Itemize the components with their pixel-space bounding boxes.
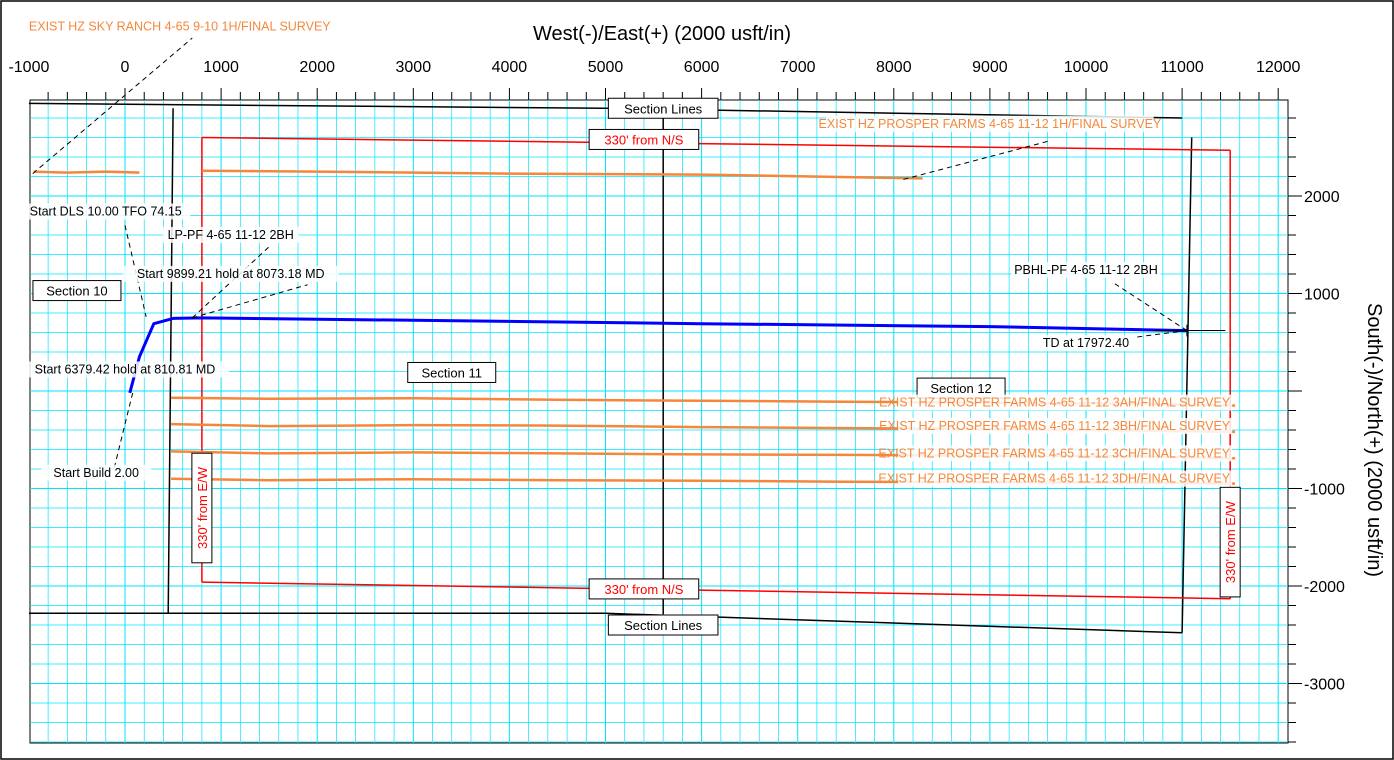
box-label-text: Section Lines [624,101,703,116]
annotation-backing [898,470,1233,487]
annotation-backing [26,18,322,35]
setback-line [201,581,1231,600]
x-tick-label: 5000 [588,59,624,76]
annotation-text: EXIST HZ PROSPER FARMS 4-65 11-12 3AH/FI… [879,396,1231,410]
x-tick-label: -1000 [8,59,49,76]
box-label: 330' from E/W [191,452,213,564]
section-line [28,612,1183,634]
annotation-backing [826,115,1154,132]
plan-series-line [128,316,1187,394]
annotation-backing [123,265,339,282]
annotation-text: TD at 17972.40 [1043,336,1129,350]
annotation-backing [41,464,151,481]
box-label-text: 330' from N/S [604,132,683,147]
y-tick-label: -1000 [1304,482,1345,499]
annotation-leader [192,284,308,319]
box-label-text: 330' from E/W [195,466,210,549]
section-line [28,102,1183,119]
x-tick-label: 2000 [299,59,335,76]
y-axis-title: South(-)/North(+) (2000 usft/in) [1363,303,1385,577]
x-tick-label: 6000 [684,59,720,76]
box-label-frame [1219,486,1241,598]
x-tick-label: 8000 [876,59,912,76]
x-tick-label: 3000 [396,59,432,76]
annotation-text: Start 9899.21 hold at 8073.18 MD [137,267,325,281]
box-label: 330' from E/W [1219,486,1241,598]
annotation-text: EXIST HZ PROSPER FARMS 4-65 11-12 3CH/FI… [878,446,1230,460]
offset-well-series-line [33,170,140,174]
box-label-text: Section 12 [930,381,991,396]
x-tick-label: 7000 [780,59,816,76]
box-label-frame [588,578,700,600]
x-tick-label: 12000 [1256,59,1301,76]
annotation-backing [1037,335,1135,352]
box-labels: Section Lines Section Lines 330' from N/S 3… [32,97,1241,636]
box-label-frame [607,97,719,119]
annotation-backing [898,394,1233,411]
annotation-text: Start Build 2.00 [53,466,139,480]
box-label-text: Section 11 [422,365,482,380]
x-tick-label: 0 [121,59,130,76]
box-label-text: Section Lines [624,618,703,633]
annotation-backing [162,226,299,243]
box-label: Section 12 [916,377,1006,399]
x-tick-label: 1000 [203,59,239,76]
x-tick-labels: -1000 0 1000 2000 3000 4000 5000 6000 7000 8000 90… [8,59,1300,76]
annotation-leader [112,392,134,472]
x-axis-title: West(-)/East(+) (2000 usft/in) [533,23,791,45]
box-label: 330' from N/S [588,128,700,150]
annotation-backing [1011,262,1161,278]
x-tick-label: 4000 [492,59,528,76]
box-label: Section Lines [607,97,719,119]
box-label: Section 11 [407,361,497,383]
annotation-backing [20,361,230,378]
box-label: 330' from N/S [588,578,700,600]
annotation-backing [898,418,1233,434]
annotation-text: PBHL-PF 4-65 11-12 2BH [1014,263,1158,277]
section-line [1181,137,1193,633]
x-tick-label: 10000 [1064,59,1109,76]
y-tick-label: 2000 [1304,189,1340,206]
section-lines [28,102,1193,634]
y-tick-label: -2000 [1304,579,1345,596]
section-line [167,108,174,614]
annotation-text: EXIST HZ PROSPER FARMS 4-65 11-12 1H/FIN… [819,117,1162,131]
annotation-text: Start 6379.42 hold at 810.81 MD [35,362,216,376]
x-tick-label: 11000 [1160,59,1203,76]
box-label-frame [407,361,497,383]
annotation-leader [32,37,193,174]
box-label: Section Lines [607,614,719,636]
annotation-text: EXIST HZ PROSPER FARMS 4-65 11-12 3DH/FI… [878,472,1230,486]
annotation-text: EXIST HZ SKY RANCH 4-65 9-10 1H/FINAL SU… [29,19,331,33]
y-tick-label: -3000 [1304,677,1345,694]
offset-well-series-line [201,169,923,180]
annotations: EXIST HZ SKY RANCH 4-65 9-10 1H/FINAL SU… [20,18,1233,487]
box-label-text: Section 10 [46,284,107,299]
annotation-backing [898,445,1233,462]
box-label-frame [191,452,213,564]
setback-line [201,136,1231,151]
annotation-text: LP-PF 4-65 11-12 2BH [168,228,294,242]
box-label-frame [588,128,700,150]
y-tick-labels: 2000 1000 -1000 -2000 -3000 [1304,189,1345,694]
box-label-text: 330' from N/S [604,582,683,597]
annotation-leader [903,140,1048,180]
annotation-backing [21,203,191,220]
box-label-frame [607,614,719,636]
box-label-frame [32,280,122,302]
box-label-text: 330' from E/W [1223,500,1238,583]
box-label: Section 10 [32,280,122,302]
x-tick-label: 9000 [972,59,1008,76]
y-tick-label: 1000 [1304,287,1340,304]
annotation-text: EXIST HZ PROSPER FARMS 4-65 11-12 3BH/FI… [879,419,1231,433]
annotation-text: Start DLS 10.00 TFO 74.15 [30,205,182,219]
